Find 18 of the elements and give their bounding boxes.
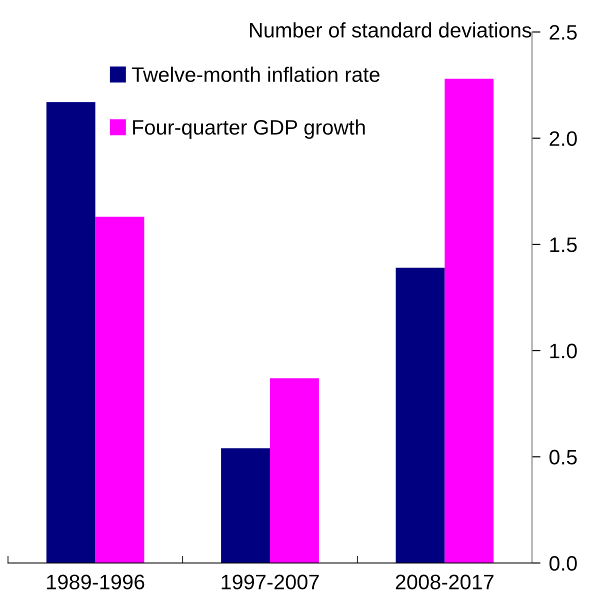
bar (46, 102, 96, 563)
y-tick-label: 0.5 (549, 450, 577, 465)
bar (95, 216, 144, 563)
bar (270, 378, 319, 563)
y-axis-title: Number of standard deviations (250, 22, 532, 38)
bar (444, 78, 494, 563)
y-tick-label: 1.5 (550, 238, 577, 252)
y-tick-label: 1.0 (550, 344, 577, 358)
x-tick-label: 1989-1996 (47, 574, 144, 590)
bar (396, 268, 445, 563)
y-tick-label: 0.0 (549, 556, 577, 571)
legend-label: Twelve-month inflation rate (132, 66, 380, 82)
y-tick-label: 2.5 (550, 25, 577, 40)
legend-label: Four-quarter GDP growth (133, 119, 365, 139)
y-tick-label: 2.0 (550, 131, 577, 146)
x-tick-label: 2008-2017 (396, 574, 494, 590)
x-tick-label: 1997-2007 (222, 574, 319, 590)
bar (221, 448, 270, 563)
